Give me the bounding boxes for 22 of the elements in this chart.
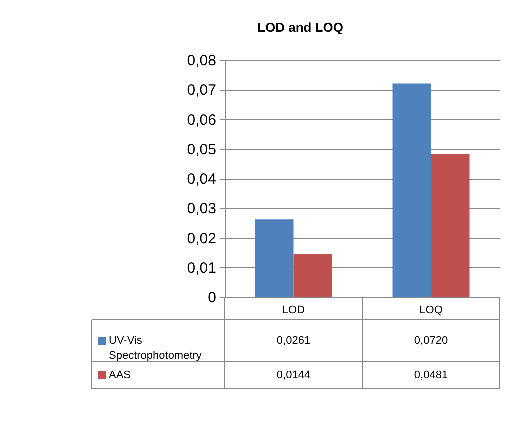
y-tick-label: 0,04 xyxy=(187,171,216,188)
y-tick-label: 0 xyxy=(208,290,216,306)
data-label: 0,0144 xyxy=(276,370,311,382)
data-label: 0,0261 xyxy=(276,335,311,347)
bar xyxy=(255,220,294,297)
legend-label: AAS xyxy=(109,370,132,382)
x-tick-label: LOQ xyxy=(420,304,444,316)
bar xyxy=(294,254,332,297)
bar xyxy=(431,154,470,297)
bar xyxy=(392,84,432,297)
y-tick-label: 0,08 xyxy=(187,52,216,70)
y-tick-label: 0,01 xyxy=(187,260,216,277)
legend-label: UV-Vis Spectrophotometry xyxy=(109,335,202,362)
data-label: 0,0720 xyxy=(414,335,448,347)
chart-title: LOD and LOQ xyxy=(258,20,344,35)
y-tick-label: 0,05 xyxy=(187,141,216,158)
data-label: 0,0481 xyxy=(414,370,448,382)
y-tick-label: 0,06 xyxy=(187,112,216,129)
y-tick-label: 0,07 xyxy=(187,82,216,100)
y-tick-label: 0,02 xyxy=(187,230,216,248)
x-tick-label: LOD xyxy=(282,304,306,316)
y-tick-label: 0,03 xyxy=(187,200,216,218)
